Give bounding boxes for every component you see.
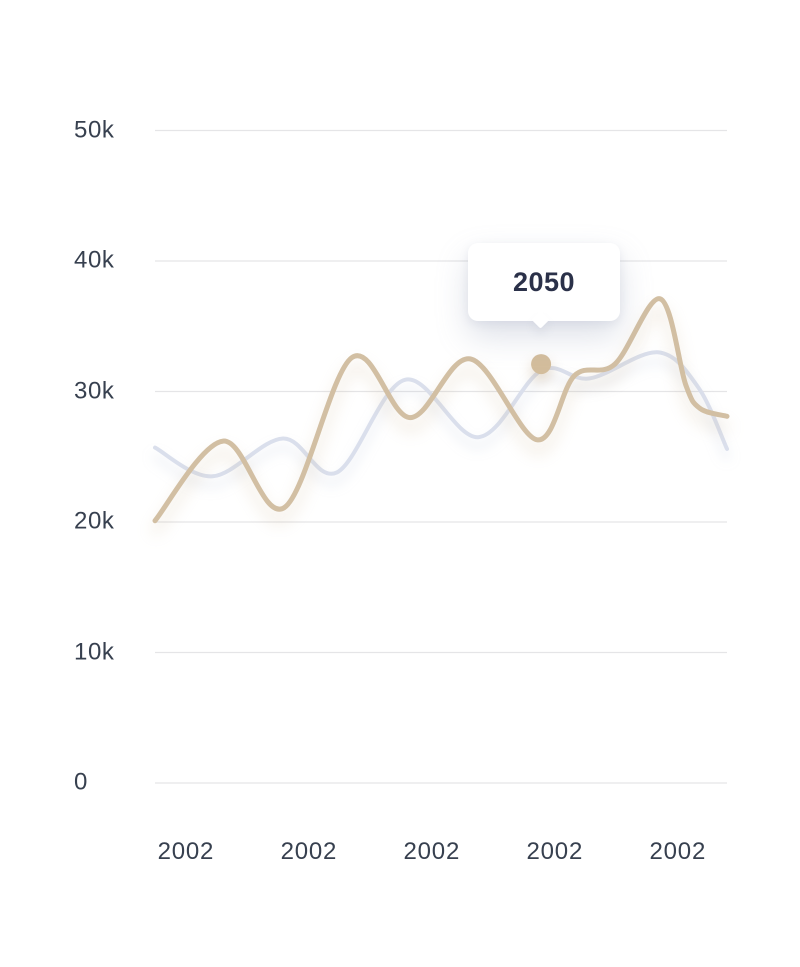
x-tick-label: 2002: [280, 838, 338, 865]
y-tick-label: 30k: [74, 376, 115, 404]
comparison-series-line[interactable]: [153, 350, 729, 479]
y-tick-label: 50k: [74, 115, 115, 143]
y-tick-label: 10k: [74, 637, 115, 665]
x-tick-label: 2002: [526, 838, 584, 865]
x-tick-label: 2002: [157, 838, 215, 865]
y-tick-label: 40k: [74, 246, 115, 274]
x-tick-label: 2002: [649, 838, 707, 865]
main-series-line[interactable]: [152, 296, 730, 524]
tooltip: 2050: [468, 243, 620, 321]
x-tick-label: 2002: [403, 838, 461, 865]
y-tick-label: 20k: [74, 507, 115, 535]
tooltip-value: 2050: [512, 266, 576, 297]
y-tick-label: 0: [74, 768, 88, 796]
active-point-marker[interactable]: [531, 354, 552, 375]
